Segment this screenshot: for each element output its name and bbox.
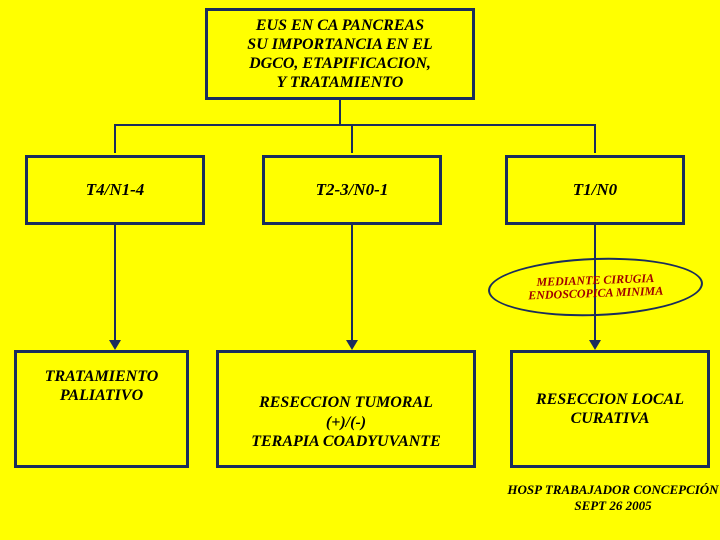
- stage-box-c: T1/N0: [505, 155, 685, 225]
- treat-c-text: RESECCION LOCALCURATIVA: [536, 390, 684, 428]
- conn-drop-a: [114, 124, 116, 153]
- arrow-c: [589, 340, 601, 350]
- treat-box-a: TRATAMIENTOPALIATIVO: [14, 350, 189, 468]
- treat-box-c: RESECCION LOCALCURATIVA: [510, 350, 710, 468]
- title-box: EUS EN CA PANCREASSU IMPORTANCIA EN ELDG…: [205, 8, 475, 100]
- conn-drop-b: [351, 124, 353, 153]
- conn-down-a: [114, 225, 116, 348]
- stage-box-b: T2-3/N0-1: [262, 155, 442, 225]
- arrow-b: [346, 340, 358, 350]
- treat-b-text: RESECCION TUMORAL(+)/(-)TERAPIA COADYUVA…: [251, 393, 441, 451]
- treat-a-text: TRATAMIENTOPALIATIVO: [45, 367, 159, 405]
- title-text: EUS EN CA PANCREASSU IMPORTANCIA EN ELDG…: [247, 16, 432, 93]
- conn-hbar: [114, 124, 594, 126]
- treat-box-b: RESECCION TUMORAL(+)/(-)TERAPIA COADYUVA…: [216, 350, 476, 468]
- footer-text: HOSP TRABAJADOR CONCEPCIÓNSEPT 26 2005: [498, 482, 720, 513]
- conn-title-down: [339, 100, 341, 124]
- stage-b-label: T2-3/N0-1: [316, 180, 389, 200]
- stage-c-label: T1/N0: [573, 180, 617, 200]
- flowchart-canvas: EUS EN CA PANCREASSU IMPORTANCIA EN ELDG…: [0, 0, 720, 540]
- arrow-a: [109, 340, 121, 350]
- stage-a-label: T4/N1-4: [86, 180, 145, 200]
- conn-down-b: [351, 225, 353, 348]
- conn-drop-c: [594, 124, 596, 153]
- stage-box-a: T4/N1-4: [25, 155, 205, 225]
- ellipse-note: MEDIANTE CIRUGIAENDOSCOPICA MINIMA: [487, 254, 704, 319]
- ellipse-text: MEDIANTE CIRUGIAENDOSCOPICA MINIMA: [528, 271, 664, 302]
